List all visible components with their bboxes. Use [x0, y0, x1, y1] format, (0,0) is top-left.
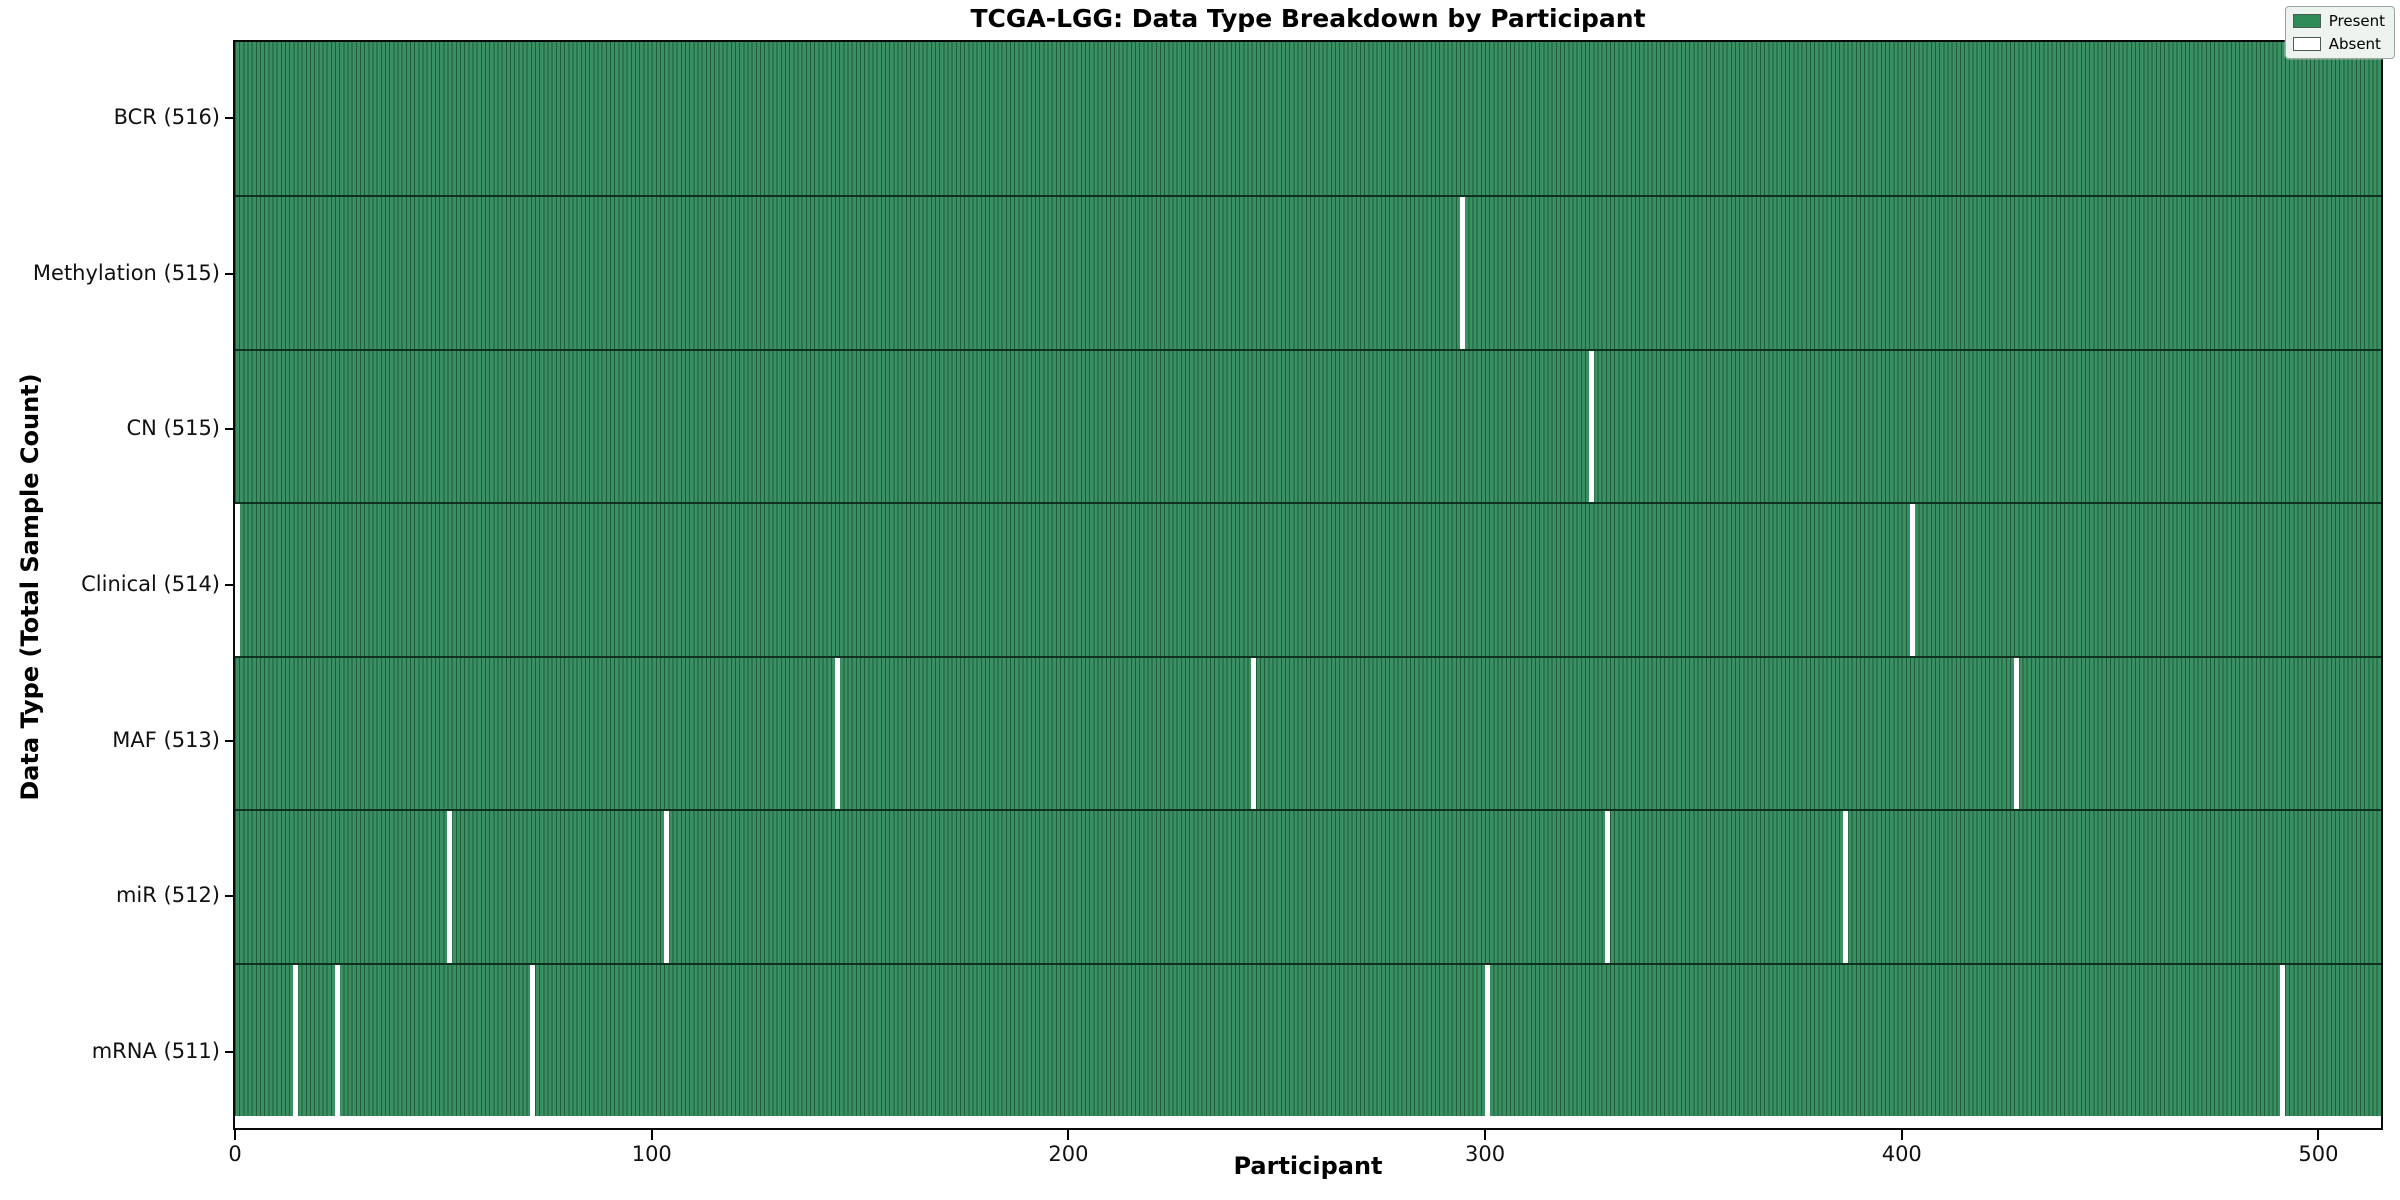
row-Clinical: [234, 502, 2381, 656]
y-tick-mark: [225, 116, 233, 119]
x-tick-label: 0: [228, 1142, 242, 1166]
plot-area: [233, 40, 2383, 1130]
y-tick-mark: [225, 272, 233, 275]
y-tick-label: mRNA (511): [91, 1039, 220, 1064]
absent-stripe: [2013, 657, 2019, 810]
absent-swatch: [2292, 37, 2321, 51]
x-tick-mark: [1484, 1130, 1487, 1140]
row-Methylation: [235, 195, 2381, 349]
y-tick-mark: [225, 584, 233, 586]
absent-stripe: [1251, 657, 1257, 810]
y-tick-mark: [225, 895, 233, 898]
legend-entry-absent: Absent: [2292, 35, 2385, 53]
x-tick-mark: [2317, 1130, 2320, 1140]
legend-entry-present: Present: [2292, 12, 2385, 30]
absent-stripe: [292, 964, 298, 1116]
chart-title: TCGA-LGG: Data Type Breakdown by Partici…: [970, 4, 1646, 33]
x-tick-label: 300: [1465, 1142, 1506, 1166]
y-tick-label: CN (515): [126, 416, 220, 441]
legend-label-present: Present: [2328, 12, 2385, 30]
absent-stripe: [447, 811, 453, 963]
x-tick-mark: [650, 1130, 653, 1140]
absent-stripe: [1459, 197, 1465, 349]
y-tick-label: Clinical (514): [81, 572, 220, 596]
x-tick-label: 200: [1048, 1142, 1089, 1166]
absent-stripe: [1484, 964, 1490, 1116]
absent-stripe: [1605, 811, 1611, 963]
row-mRNA: [235, 962, 2381, 1116]
absent-stripe: [334, 964, 340, 1116]
x-axis-label: Participant: [1233, 1152, 1383, 1180]
y-tick-label: BCR (516): [113, 104, 220, 129]
row-BCR: [235, 42, 2381, 196]
y-tick-mark: [225, 1051, 233, 1054]
x-tick-mark: [1067, 1130, 1070, 1140]
absent-stripe: [663, 811, 669, 963]
absent-stripe: [1588, 350, 1594, 503]
legend-label-absent: Absent: [2328, 35, 2381, 53]
x-tick-mark: [1900, 1130, 1903, 1140]
absent-stripe: [530, 964, 536, 1116]
y-tick-label: Methylation (515): [32, 260, 220, 285]
absent-stripe: [234, 504, 240, 656]
x-tick-label: 100: [631, 1142, 672, 1166]
row-MAF: [235, 655, 2381, 810]
x-tick-label: 500: [2298, 1142, 2339, 1166]
row-CN: [235, 348, 2381, 503]
absent-stripe: [2280, 964, 2286, 1116]
y-tick-label: MAF (513): [112, 727, 220, 752]
y-tick-mark: [225, 428, 233, 431]
absent-stripe: [1842, 811, 1848, 963]
absent-stripe: [834, 657, 840, 810]
x-tick-label: 400: [1881, 1142, 1922, 1166]
x-tick-mark: [234, 1130, 237, 1140]
legend: Present Absent: [2284, 6, 2395, 59]
y-tick-label: miR (512): [115, 883, 220, 908]
present-swatch: [2292, 14, 2321, 28]
y-tick-mark: [225, 739, 233, 742]
absent-stripe: [1909, 504, 1915, 656]
row-miR: [235, 809, 2381, 963]
